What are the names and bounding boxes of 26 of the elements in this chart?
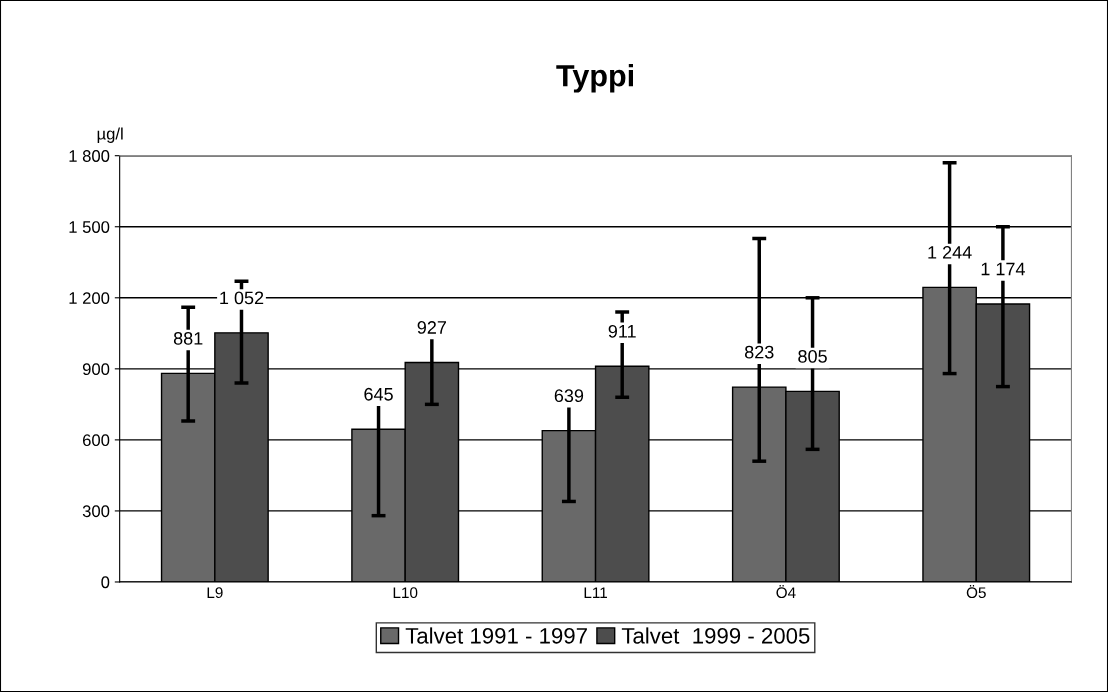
legend-label: Talvet 1991 - 1997 bbox=[405, 627, 587, 644]
data-label: 805 bbox=[798, 349, 827, 363]
data-label: 645 bbox=[364, 387, 393, 401]
x-tick-label: L11 bbox=[584, 587, 607, 598]
y-tick-label: 0 bbox=[101, 576, 110, 589]
x-tick-label: Ö4 bbox=[776, 585, 796, 599]
x-tick-label: Ö5 bbox=[966, 585, 986, 599]
y-axis-title: µg/l bbox=[97, 127, 123, 143]
legend-label: Talvet 1999 - 2005 bbox=[621, 627, 810, 644]
data-label: 639 bbox=[554, 389, 584, 403]
x-tick-label: L9 bbox=[207, 587, 223, 599]
y-tick-label: 900 bbox=[82, 363, 110, 376]
y-tick-label: 1 800 bbox=[69, 150, 110, 162]
data-label: 911 bbox=[608, 324, 636, 338]
x-tick-label: L10 bbox=[393, 587, 418, 599]
y-tick-label: 600 bbox=[82, 434, 110, 447]
data-label: 927 bbox=[417, 321, 446, 334]
y-tick-label: 300 bbox=[82, 505, 110, 518]
y-tick-label: 1 200 bbox=[69, 292, 110, 304]
data-label: 881 bbox=[173, 331, 203, 345]
data-label: 823 bbox=[744, 345, 774, 359]
data-label: 1 174 bbox=[981, 262, 1025, 276]
data-label: 1 244 bbox=[928, 246, 972, 259]
data-label: 1 052 bbox=[220, 291, 264, 305]
chart-title: Typpi bbox=[556, 64, 633, 93]
y-tick-label: 1 500 bbox=[69, 221, 110, 233]
